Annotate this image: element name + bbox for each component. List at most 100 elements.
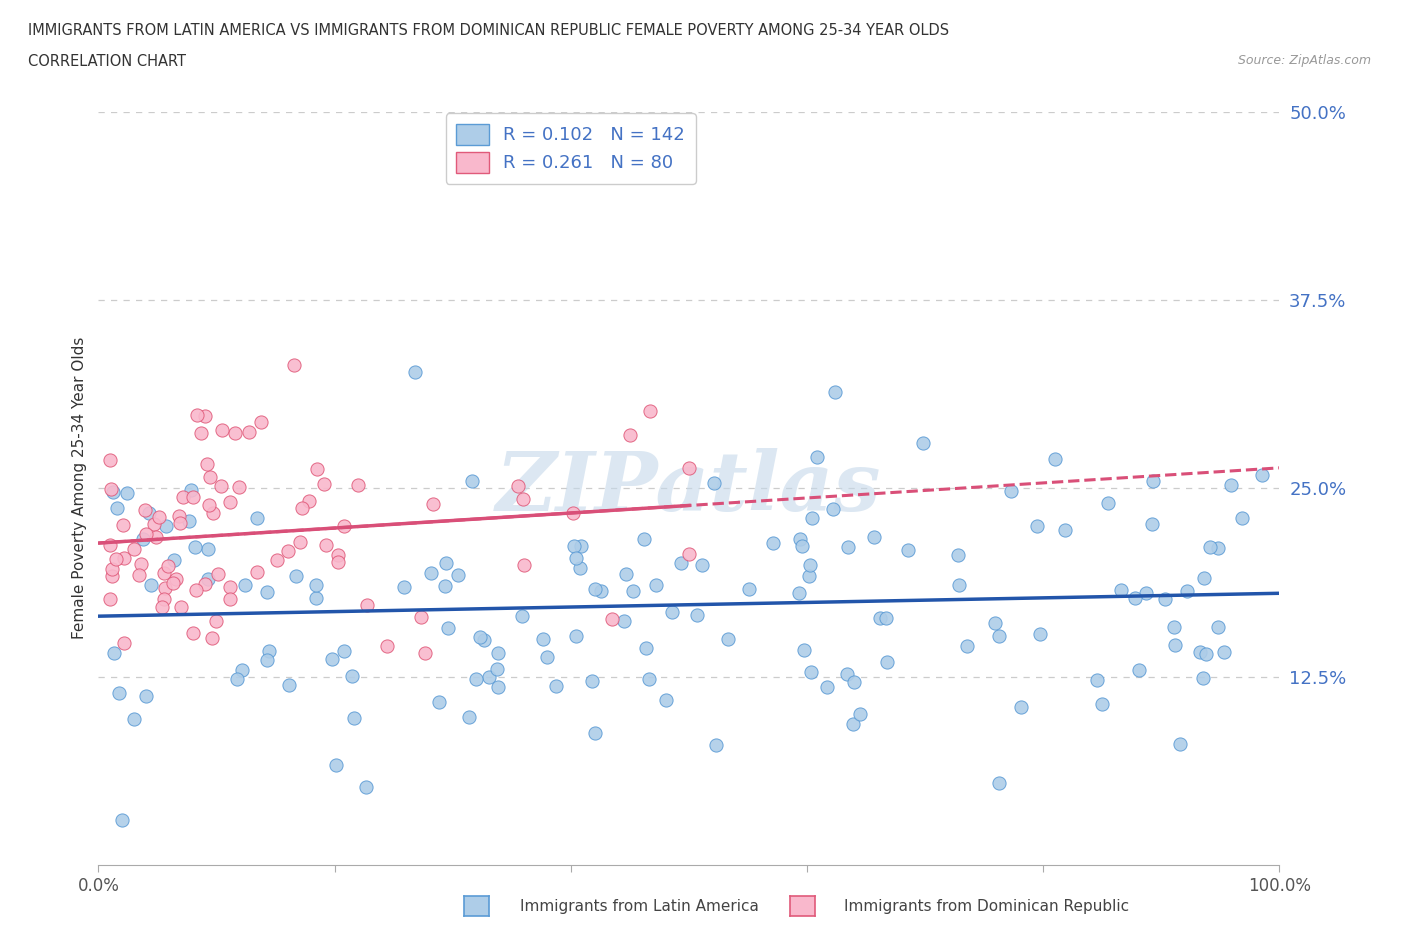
Point [1189,644,1212,659]
Point [422,497,444,512]
Point [201,631,224,645]
Point [129,557,152,572]
Point [513,558,536,573]
Point [108,685,131,700]
Point [738,582,761,597]
Point [621,584,644,599]
Point [464,671,486,686]
Point [114,635,136,650]
Point [1192,571,1215,586]
Point [413,646,436,661]
Point [277,543,299,558]
Point [150,600,173,615]
Point [510,609,533,624]
Point [312,477,335,492]
Point [638,671,661,686]
Point [1111,583,1133,598]
Point [460,473,482,488]
Point [436,621,458,636]
Point [163,552,186,567]
Point [209,478,232,493]
Point [1195,646,1218,661]
Point [257,644,280,658]
Point [184,539,207,554]
Point [876,655,898,670]
Point [224,425,246,440]
Point [139,578,162,592]
Point [145,529,167,544]
Point [472,633,495,648]
Point [170,600,193,615]
Point [678,547,700,562]
Text: IMMIGRANTS FROM LATIN AMERICA VS IMMIGRANTS FROM DOMINICAN REPUBLIC FEMALE POVER: IMMIGRANTS FROM LATIN AMERICA VS IMMIGRA… [28,23,949,38]
Point [100,562,122,577]
Point [169,515,191,530]
Point [790,538,813,553]
Legend: R = 0.102   N = 142, R = 0.261   N = 80: R = 0.102 N = 142, R = 0.261 N = 80 [446,113,696,184]
Point [434,556,457,571]
Point [546,679,568,694]
Point [1206,540,1229,555]
Point [153,580,176,595]
Point [678,460,700,475]
Point [799,558,821,573]
Point [644,578,666,592]
Point [1123,591,1146,605]
Point [392,580,415,595]
Point [1054,522,1077,537]
Point [211,422,233,437]
Point [219,495,242,510]
Point [122,542,145,557]
Point [589,583,612,598]
Point [153,565,176,580]
Point [638,404,661,418]
Point [101,485,124,499]
Point [984,616,1007,631]
Point [633,532,655,547]
Point [485,662,508,677]
Point [823,502,845,517]
Point [333,644,356,658]
Point [218,579,240,594]
Point [717,632,740,647]
Point [1208,619,1230,634]
Point [100,482,122,497]
Point [228,480,250,495]
Text: Source: ZipAtlas.com: Source: ZipAtlas.com [1237,54,1371,67]
Point [1029,626,1052,641]
Point [134,502,156,517]
Point [155,518,177,533]
Point [1164,638,1187,653]
Point [165,571,187,586]
Point [326,547,349,562]
Point [806,450,828,465]
Point [354,779,377,794]
Point [180,483,202,498]
Point [128,567,150,582]
Point [661,604,683,619]
Point [98,452,121,467]
Point [356,598,378,613]
Point [486,645,509,660]
Point [702,476,724,491]
Point [565,629,588,644]
Point [562,538,585,553]
Point [307,462,329,477]
Point [446,567,468,582]
Point [1026,519,1049,534]
Point [291,500,314,515]
Point [112,518,135,533]
Point [434,578,457,593]
Point [862,530,884,545]
Y-axis label: Female Poverty Among 25-34 Year Olds: Female Poverty Among 25-34 Year Olds [72,337,87,640]
Point [315,538,337,552]
Point [135,526,157,541]
Point [98,538,121,552]
Point [1142,473,1164,488]
Point [115,485,138,500]
Point [156,559,179,574]
Point [340,669,363,684]
Point [266,552,288,567]
Text: ZIPatlas: ZIPatlas [496,448,882,528]
Point [797,568,820,583]
